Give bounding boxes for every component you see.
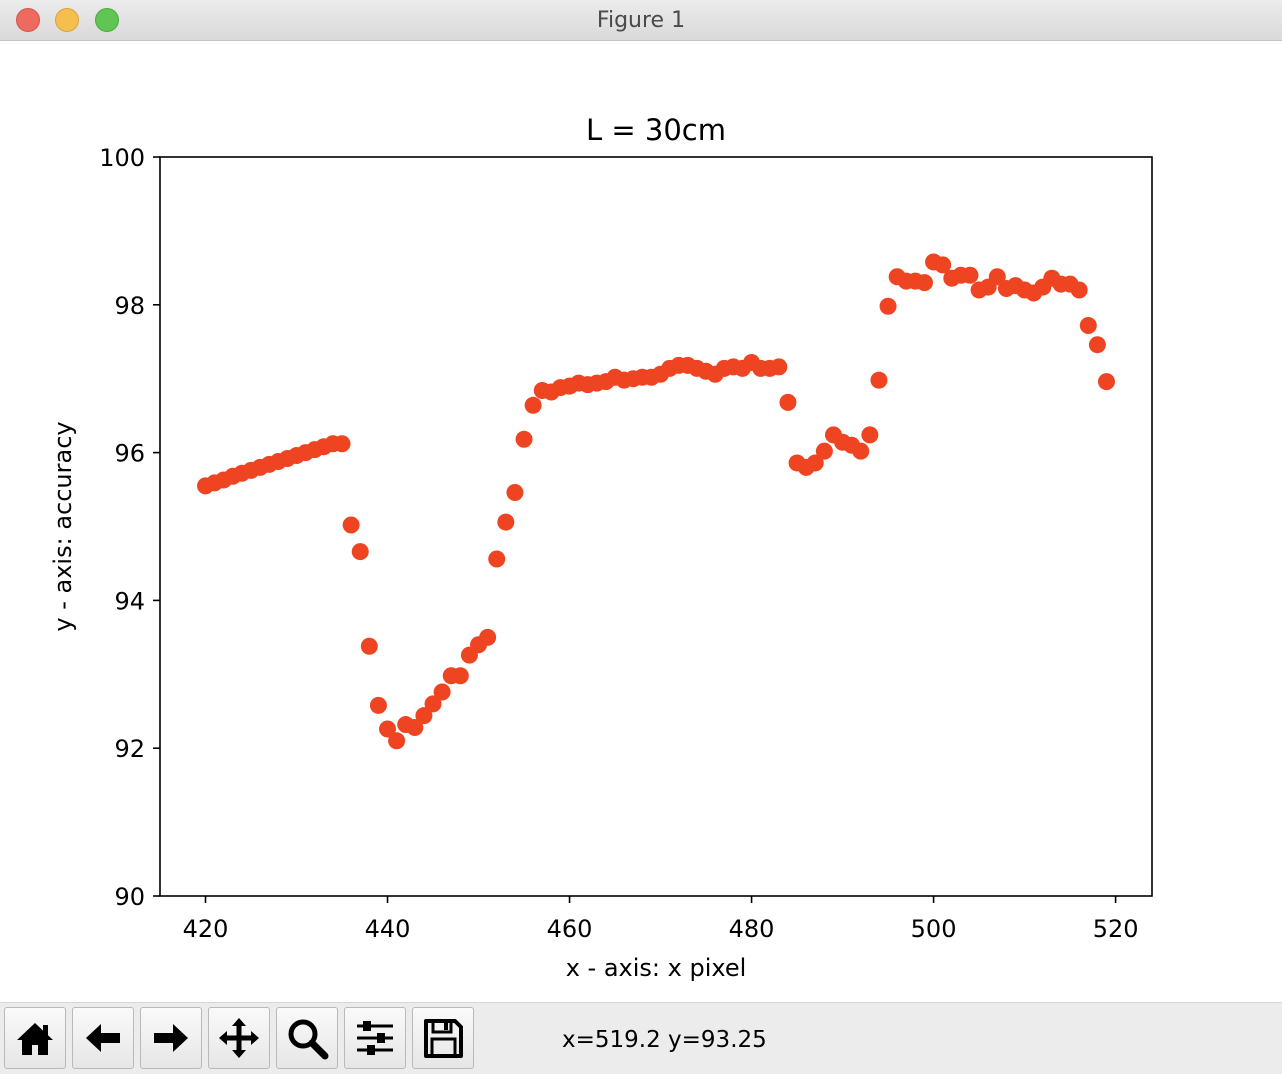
data-point	[351, 543, 369, 561]
data-point	[915, 274, 933, 292]
y-tick-label: 92	[114, 735, 145, 763]
data-point	[515, 430, 533, 448]
window-title: Figure 1	[596, 8, 686, 33]
x-axis-label: x - axis: x pixel	[566, 954, 747, 982]
y-tick-label: 96	[114, 440, 145, 468]
axes-frame	[159, 156, 1153, 897]
data-point	[1079, 316, 1097, 334]
window-titlebar: Figure 1	[0, 0, 1282, 41]
data-point	[479, 628, 497, 646]
data-point	[779, 393, 797, 411]
home-button[interactable]	[4, 1007, 66, 1069]
data-point	[524, 396, 542, 414]
data-point	[861, 426, 879, 444]
x-tick-label: 460	[547, 915, 593, 943]
x-tick-label: 480	[729, 915, 775, 943]
y-tick-label: 100	[99, 144, 145, 172]
data-point	[379, 720, 397, 738]
data-point	[333, 435, 351, 453]
cursor-coordinates: x=519.2 y=93.25	[562, 1027, 767, 1053]
move-icon	[219, 1018, 259, 1058]
data-point	[497, 513, 515, 531]
data-point	[988, 268, 1006, 286]
data-point	[415, 707, 433, 725]
data-point	[488, 550, 506, 568]
pan-button[interactable]	[208, 1007, 270, 1069]
arrow-right-icon	[154, 1024, 188, 1052]
data-point	[424, 695, 442, 713]
back-button[interactable]	[72, 1007, 134, 1069]
data-point	[1088, 336, 1106, 354]
data-point	[934, 256, 952, 274]
data-point	[388, 732, 406, 750]
data-point	[406, 719, 424, 737]
data-point	[852, 442, 870, 460]
arrow-left-icon	[86, 1024, 120, 1052]
x-tick-label: 440	[365, 915, 411, 943]
x-tick-label: 520	[1093, 915, 1139, 943]
data-point	[870, 371, 888, 389]
y-tick-label: 94	[114, 587, 145, 615]
data-point	[815, 442, 833, 460]
data-point	[433, 683, 451, 701]
y-axis-label: y - axis: accuracy	[49, 421, 77, 631]
data-point	[369, 696, 387, 714]
data-point	[360, 637, 378, 655]
minimize-window-button[interactable]	[55, 8, 79, 32]
home-icon	[17, 1023, 53, 1055]
data-point	[506, 484, 524, 502]
data-point	[451, 667, 469, 685]
configure-subplots-button[interactable]	[344, 1007, 406, 1069]
data-point	[1097, 373, 1115, 391]
y-tick-label: 90	[114, 883, 145, 911]
magnifier-icon	[288, 1019, 329, 1060]
navigation-toolbar: x=519.2 y=93.25	[0, 1002, 1282, 1074]
scatter-plot: 420 440 460 480 500 520 90 92 94 96 98 100 L = 30cm x…	[49, 113, 1153, 982]
data-point	[806, 454, 824, 472]
chart-title: L = 30cm	[586, 113, 726, 147]
data-point	[1070, 281, 1088, 299]
close-window-button[interactable]	[16, 8, 40, 32]
data-point	[961, 266, 979, 284]
forward-button[interactable]	[140, 1007, 202, 1069]
sliders-icon	[357, 1021, 393, 1055]
floppy-disk-icon	[424, 1019, 463, 1058]
zoom-button[interactable]	[276, 1007, 338, 1069]
data-point	[342, 516, 360, 534]
maximize-window-button[interactable]	[95, 8, 119, 32]
x-tick-label: 500	[911, 915, 957, 943]
save-button[interactable]	[412, 1007, 474, 1069]
data-point	[770, 358, 788, 376]
x-tick-label: 420	[183, 915, 229, 943]
figure-canvas[interactable]: 420 440 460 480 500 520 90 92 94 96 98 100 L = 30cm x…	[0, 41, 1282, 1002]
data-point	[879, 297, 897, 315]
y-tick-label: 98	[114, 292, 145, 320]
